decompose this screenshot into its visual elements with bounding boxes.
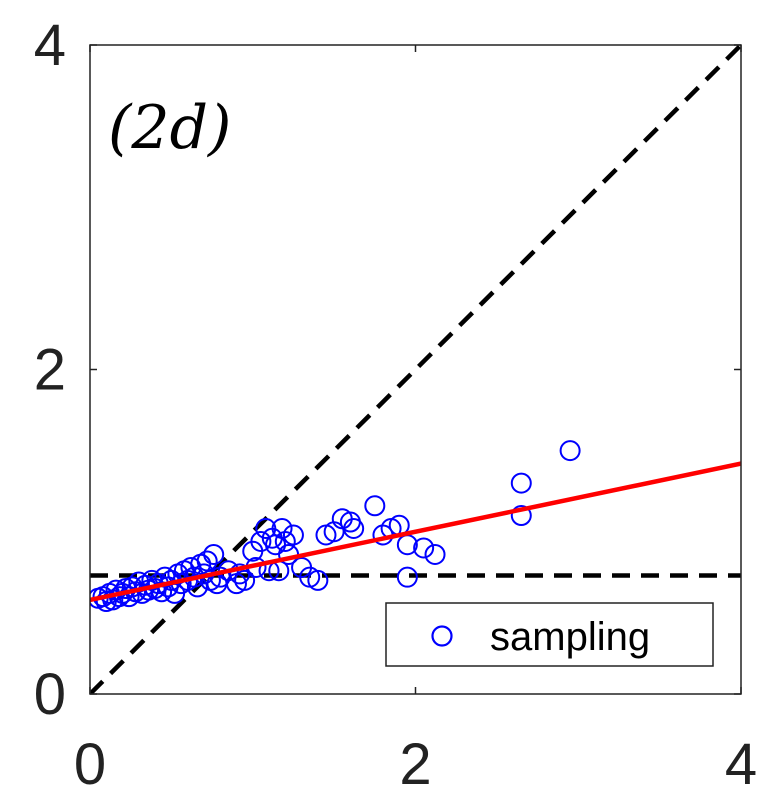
data-point <box>234 569 256 591</box>
y-tick-label: 2 <box>34 338 66 403</box>
data-point <box>118 586 140 608</box>
fit-line <box>90 461 741 603</box>
y-tick-label: 4 <box>34 13 66 78</box>
data-point <box>250 530 272 552</box>
data-point <box>396 566 418 588</box>
y-tick-label: 0 <box>34 662 66 727</box>
data-point <box>510 505 532 527</box>
data-point <box>271 518 293 540</box>
data-point <box>413 537 435 559</box>
data-point <box>203 543 225 565</box>
legend-marker <box>431 625 453 647</box>
data-point <box>510 472 532 494</box>
plot-content <box>90 45 741 694</box>
legend-box <box>385 602 714 667</box>
data-point <box>424 543 446 565</box>
data-point <box>343 518 365 540</box>
data-point <box>282 524 304 546</box>
x-tick-label: 2 <box>399 732 431 791</box>
legend: sampling <box>385 602 714 667</box>
x-tick-label: 4 <box>725 732 757 791</box>
panel-label: (2d) <box>108 93 231 163</box>
legend-entry-sampling: sampling <box>490 615 650 659</box>
plot-area <box>90 45 741 694</box>
data-point <box>307 569 329 591</box>
x-tick-label: 0 <box>74 732 106 791</box>
data-point <box>364 495 386 517</box>
data-point <box>559 440 581 462</box>
axes: 0 2 4 0 2 4 <box>34 13 757 791</box>
